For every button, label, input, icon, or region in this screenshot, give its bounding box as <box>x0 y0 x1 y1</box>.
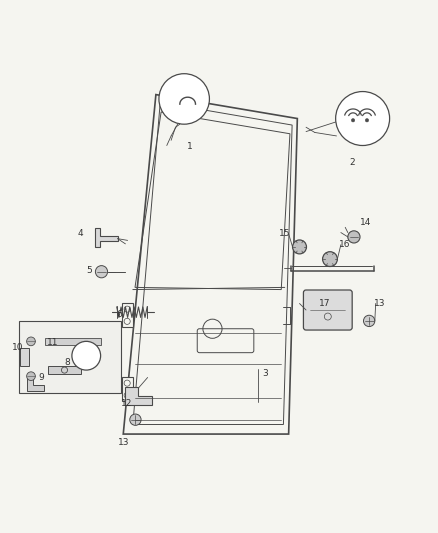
FancyBboxPatch shape <box>48 366 81 374</box>
Text: 8: 8 <box>64 358 70 367</box>
Polygon shape <box>95 228 117 247</box>
Text: 11: 11 <box>47 338 59 347</box>
Circle shape <box>364 315 375 327</box>
Text: 7: 7 <box>83 351 89 360</box>
Circle shape <box>293 240 307 254</box>
Text: 6: 6 <box>117 310 123 319</box>
Text: 1: 1 <box>187 142 193 151</box>
Text: 5: 5 <box>86 266 92 276</box>
Circle shape <box>336 92 390 146</box>
Text: 10: 10 <box>12 343 24 352</box>
FancyBboxPatch shape <box>45 338 102 345</box>
FancyBboxPatch shape <box>20 349 29 366</box>
Text: 3: 3 <box>262 369 268 377</box>
FancyBboxPatch shape <box>122 377 133 400</box>
Text: 9: 9 <box>39 373 44 382</box>
Text: 2: 2 <box>350 158 355 166</box>
Text: 16: 16 <box>339 240 350 249</box>
FancyBboxPatch shape <box>304 290 352 330</box>
Text: 4: 4 <box>78 229 83 238</box>
Circle shape <box>95 265 108 278</box>
Circle shape <box>27 337 35 346</box>
FancyBboxPatch shape <box>19 321 121 393</box>
Circle shape <box>365 118 369 122</box>
Text: 14: 14 <box>360 219 372 228</box>
Text: 13: 13 <box>117 438 129 447</box>
Circle shape <box>348 231 360 243</box>
Circle shape <box>27 372 35 381</box>
Circle shape <box>159 74 209 124</box>
Text: 13: 13 <box>374 299 385 308</box>
Polygon shape <box>27 378 44 391</box>
Polygon shape <box>125 387 152 405</box>
Circle shape <box>72 341 101 370</box>
Circle shape <box>351 118 355 122</box>
FancyBboxPatch shape <box>122 303 133 327</box>
Circle shape <box>130 414 141 425</box>
Text: 15: 15 <box>279 229 291 238</box>
Text: 12: 12 <box>121 399 132 408</box>
Text: 17: 17 <box>319 299 331 308</box>
Circle shape <box>322 252 337 266</box>
